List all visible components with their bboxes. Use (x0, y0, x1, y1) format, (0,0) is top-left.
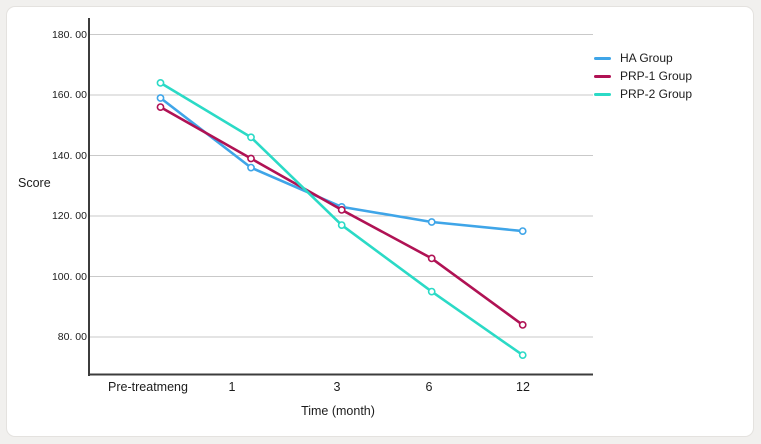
y-axis-tick-label: 160. 00 (51, 89, 87, 101)
y-axis-tick-label: 180. 00 (51, 28, 87, 41)
legend-swatch-line-icon (594, 74, 611, 78)
y-axis-tick-label: 140. 00 (51, 149, 87, 162)
legend-label: PRP-2 Group (620, 86, 693, 101)
x-axis-tick-label: 6 (425, 380, 433, 394)
x-axis-title: Time (month) (301, 404, 375, 418)
y-axis-tick-label: 100. 00 (51, 270, 87, 283)
legend-label: PRP-1 Group (620, 68, 693, 83)
x-axis-tick-label: 12 (516, 380, 530, 394)
y-axis-tick-label: 80. 00 (57, 331, 87, 343)
y-axis-title: Score (18, 176, 51, 190)
x-axis-tick-label: Pre-treatmeng (108, 380, 188, 394)
legend-item-prp1-group: PRP-1 Group (594, 67, 692, 85)
legend-swatch-line-icon (594, 56, 611, 60)
y-axis-tick-label: 120. 00 (51, 210, 87, 222)
x-axis-tick-label: 1 (228, 380, 236, 394)
x-axis-tick-label: 3 (333, 380, 341, 394)
legend-item-ha-group: HA Group (594, 49, 692, 67)
legend: HA Group PRP-1 Group PRP-2 Group (594, 49, 692, 103)
legend-item-prp2-group: PRP-2 Group (594, 85, 692, 103)
legend-swatch-line-icon (594, 92, 611, 96)
legend-label: HA Group (620, 50, 673, 65)
